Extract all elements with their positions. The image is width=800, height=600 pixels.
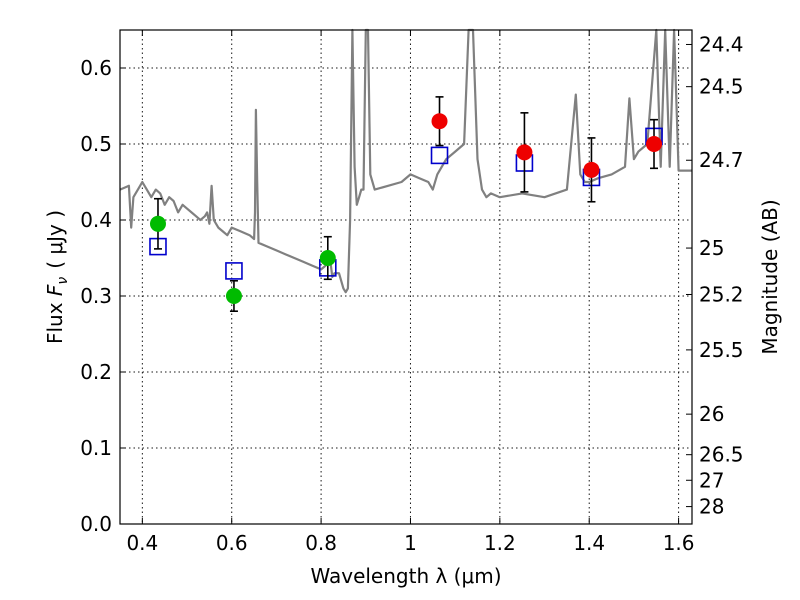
model-spectrum-line xyxy=(119,28,692,294)
ticks-layer: 0.4 0.6 0.8 1 1.2 1.4 1.6 0.0 0.1 0.2 0.3 0.4 0.5 0.6… xyxy=(80,30,744,555)
magnitude-axis-title: Magnitude (AB) xyxy=(758,199,782,354)
magnitude-tick-label: 25 xyxy=(699,236,724,260)
y-axis-title-unit: ( μJy ) xyxy=(43,210,67,269)
observed-flux-point xyxy=(646,136,663,152)
grid xyxy=(120,30,692,525)
observed-flux-point xyxy=(583,161,600,178)
y-tick-label: 0.3 xyxy=(80,284,112,308)
y-tick-label: 0.6 xyxy=(80,56,112,80)
y-tick-label: 0.2 xyxy=(80,360,112,384)
y-tick-label: 0.4 xyxy=(80,208,112,232)
magnitude-tick-label: 26 xyxy=(699,402,724,426)
observed-flux-point xyxy=(149,215,166,232)
x-tick-label: 0.6 xyxy=(216,531,248,555)
y-axis-title: Flux Fν ( μJy ) xyxy=(43,210,71,344)
x-tick-label: 1.6 xyxy=(663,531,695,555)
model-squares-layer xyxy=(149,127,663,280)
y-axis-title-subscript: ν xyxy=(55,277,71,285)
observed-flux-point xyxy=(431,113,448,130)
magnitude-tick-label: 25.5 xyxy=(699,338,744,362)
y-tick-label: 0.0 xyxy=(80,512,112,536)
y-axis-title-prefix: Flux xyxy=(43,296,67,344)
plot-frame xyxy=(119,29,693,525)
x-tick-label: 1 xyxy=(404,531,417,555)
y-axis-title-symbol: F xyxy=(43,284,67,296)
magnitude-tick-label: 26.5 xyxy=(699,443,744,467)
observed-flux-point xyxy=(319,250,336,266)
magnitude-tick-label: 25.2 xyxy=(699,282,744,306)
magnitude-tick-label: 24.7 xyxy=(699,148,744,172)
x-tick-label: 1.4 xyxy=(573,531,605,555)
magnitude-tick-label: 28 xyxy=(699,495,724,519)
data-points-layer xyxy=(149,96,663,313)
model-photometry-square xyxy=(430,146,449,165)
model-photometry-square xyxy=(225,262,243,280)
y-tick-label: 0.1 xyxy=(80,436,112,460)
magnitude-tick-label: 24.4 xyxy=(699,32,744,56)
spectrum-layer xyxy=(119,28,692,294)
observed-flux-point xyxy=(225,288,242,304)
y-tick-label: 0.5 xyxy=(80,132,112,156)
x-tick-label: 0.8 xyxy=(305,531,337,555)
x-axis-title: Wavelength λ (μm) xyxy=(310,564,501,588)
magnitude-tick-label: 24.5 xyxy=(699,75,744,99)
x-tick-label: 1.2 xyxy=(484,531,516,555)
x-tick-label: 0.4 xyxy=(126,531,158,555)
magnitude-tick-label: 27 xyxy=(699,468,724,492)
observed-flux-point xyxy=(516,144,533,161)
